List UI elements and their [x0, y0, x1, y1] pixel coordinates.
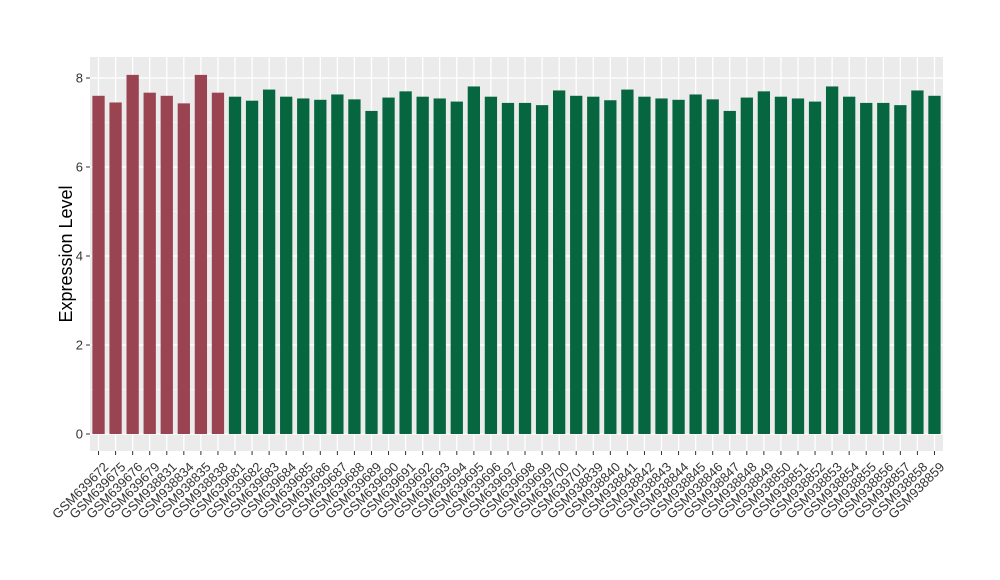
bar-gsm938839: [587, 96, 600, 434]
bar-gsm639693: [433, 98, 446, 434]
bar-gsm639683: [262, 89, 276, 434]
bar-gsm938844: [672, 99, 685, 435]
bar-gsm639679: [143, 92, 156, 434]
bar-gsm639701: [570, 95, 583, 435]
bar-gsm938854: [843, 96, 856, 434]
y-axis-title: Expression Level: [56, 185, 76, 322]
bars: [92, 74, 941, 435]
bar-gsm938842: [638, 96, 651, 434]
bar-gsm639700: [553, 90, 566, 435]
bar-gsm938855: [860, 102, 873, 435]
bar-gsm639697: [501, 102, 515, 435]
bar-gsm639682: [245, 100, 259, 434]
bar-gsm938856: [877, 102, 890, 435]
bar-gsm639699: [535, 105, 549, 435]
bar-gsm938831: [160, 95, 173, 435]
y-tick-label: 2: [76, 338, 83, 353]
x-axis: GSM639672GSM639675GSM639676GSM639679GSM9…: [49, 451, 947, 522]
y-axis: 0 2 4 6 8: [76, 71, 90, 442]
bar-gsm938852: [808, 101, 822, 435]
bar-gsm639686: [314, 99, 327, 435]
bar-gsm938857: [894, 105, 907, 435]
bar-gsm639692: [416, 96, 429, 434]
bar-gsm639675: [109, 102, 122, 434]
bar-gsm938846: [706, 99, 719, 435]
bar-gsm938843: [655, 98, 668, 434]
bar-gsm639696: [484, 96, 498, 434]
bar-gsm938848: [740, 97, 753, 434]
bar-gsm938845: [689, 94, 702, 434]
bar-gsm639688: [348, 99, 361, 435]
bar-gsm639672: [92, 95, 105, 435]
y-tick-label: 0: [76, 427, 83, 442]
bar-gsm938840: [604, 100, 617, 434]
y-tick-label: 4: [76, 249, 83, 264]
bar-gsm639681: [228, 96, 242, 434]
bar-gsm938851: [791, 98, 805, 434]
bar-gsm639698: [518, 102, 532, 435]
bar-gsm639691: [399, 91, 412, 434]
bar-gsm639687: [331, 94, 344, 434]
bar-gsm639690: [382, 97, 395, 434]
bar-gsm938834: [177, 103, 190, 435]
bar-gsm938850: [774, 96, 788, 434]
y-tick-label: 6: [76, 160, 83, 175]
bar-gsm639694: [450, 101, 463, 435]
bar-gsm938838: [211, 92, 225, 434]
bar-gsm938853: [825, 86, 839, 434]
bar-gsm639689: [365, 110, 378, 435]
bar-gsm639685: [297, 98, 310, 434]
bar-gsm938847: [723, 110, 736, 435]
bar-gsm639695: [467, 86, 480, 434]
bar-gsm938841: [621, 89, 634, 434]
bar-gsm938859: [928, 95, 941, 435]
bar-gsm938849: [757, 91, 771, 434]
bar-gsm938835: [194, 74, 208, 434]
bar-gsm639684: [280, 96, 293, 434]
bar-gsm938858: [911, 90, 924, 435]
y-tick-label: 8: [76, 71, 83, 86]
bar-gsm639676: [126, 74, 139, 434]
